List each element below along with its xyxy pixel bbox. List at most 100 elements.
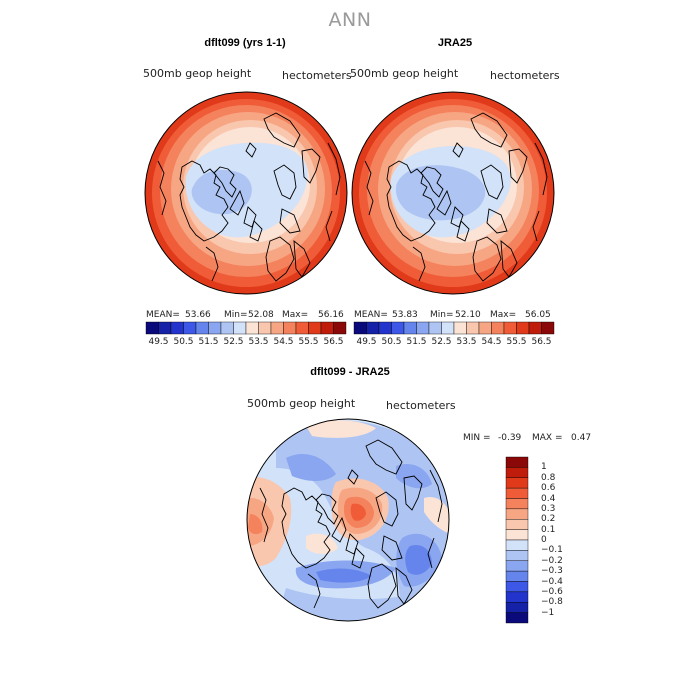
colorbar-tick-label: −0.3 (541, 566, 563, 577)
colorbar-tick-label: 52.5 (431, 337, 452, 347)
diff-colorbar (505, 456, 529, 624)
colorbar-swatch (378, 321, 392, 335)
panel1-mean-label: MEAN= (146, 310, 180, 320)
diff-title: dflt099 - JRA25 (310, 366, 390, 378)
coastlines (157, 112, 341, 282)
colorbar-tick-label: 0 (541, 535, 547, 545)
colorbar-tick-label: −0.2 (541, 555, 563, 566)
panel2-max-label: Max= (490, 310, 517, 320)
contour-band (306, 533, 338, 554)
colorbar-swatch (505, 539, 529, 551)
colorbar-swatch (295, 321, 309, 335)
colorbar-tick-label: 50.5 (381, 337, 402, 347)
colorbar-tick-label: −0.1 (541, 545, 563, 556)
colorbar-tick-label: −0.4 (541, 576, 563, 587)
colorbar-swatch (170, 321, 184, 335)
diff-min-label: MIN = (463, 433, 491, 443)
colorbar-tick-label: 0.3 (541, 503, 556, 514)
colorbar-swatch (466, 321, 480, 335)
colorbar-swatch (505, 612, 529, 624)
panel2-mean-value: 53.83 (392, 310, 418, 320)
colorbar-swatch (428, 321, 442, 335)
colorbar-swatch (505, 529, 529, 541)
colorbar-swatch (158, 321, 172, 335)
colorbar-swatch (505, 581, 529, 593)
colorbar-tick-label: 55.5 (506, 337, 527, 347)
colorbar-swatch (505, 487, 529, 499)
colorbar-swatch (208, 321, 222, 335)
colorbar-tick-label: 0.8 (541, 472, 556, 483)
diff-max-value: 0.47 (571, 433, 592, 443)
panel2-variable: 500mb geop height (350, 67, 459, 80)
colorbar-swatch (333, 321, 347, 335)
contour-band (191, 169, 252, 215)
colorbar-swatch (505, 591, 529, 603)
colorbar-swatch (441, 321, 455, 335)
panel2-mean-label: MEAN= (354, 310, 388, 320)
colorbar-tick-label: 54.5 (481, 337, 502, 347)
colorbar-tick-label: 51.5 (198, 337, 219, 347)
colorbar-swatch (183, 321, 197, 335)
map-boundary (351, 91, 555, 295)
colorbar-swatch (270, 321, 284, 335)
colorbar-tick-label: 52.5 (223, 337, 244, 347)
colorbar-swatch (505, 508, 529, 520)
colorbar-swatch (258, 321, 272, 335)
colorbar-swatch (505, 467, 529, 478)
colorbar-swatch (505, 570, 529, 582)
panel1-mean-value: 53.66 (185, 310, 211, 320)
contour-band (395, 165, 486, 221)
contour-band (306, 420, 376, 438)
contour-band (424, 497, 449, 534)
panel1-colorbar-labels: 49.5 50.5 51.5 52.5 53.5 54.5 55.5 56.5 (146, 337, 346, 349)
panel1-variable: 500mb geop height (143, 67, 252, 80)
colorbar-swatch (308, 321, 322, 335)
colorbar-swatch (320, 321, 334, 335)
map-boundary (246, 418, 450, 622)
colorbar-swatch (516, 321, 530, 335)
colorbar-tick-label: 54.5 (273, 337, 294, 347)
colorbar-swatch (528, 321, 542, 335)
colorbar-tick-label: 0.6 (541, 483, 556, 494)
colorbar-swatch (416, 321, 430, 335)
colorbar-swatch (195, 321, 209, 335)
panel2-max-value: 56.05 (525, 310, 551, 320)
colorbar-tick-label: −0.6 (541, 586, 563, 597)
colorbar-tick-label: 49.5 (148, 337, 169, 347)
contour-band (405, 544, 432, 575)
panel2-min-label: Min= (430, 310, 454, 320)
panel2-units: hectometers (490, 69, 560, 82)
panel2-colorbar-labels: 49.5 50.5 51.5 52.5 53.5 54.5 55.5 56.5 (354, 337, 554, 349)
diff-min-value: -0.39 (498, 433, 522, 443)
colorbar-swatch (353, 321, 367, 335)
colorbar-swatch (245, 321, 259, 335)
colorbar-tick-label: 49.5 (356, 337, 377, 347)
colorbar-swatch (491, 321, 505, 335)
panel1-min-label: Min= (224, 310, 248, 320)
colorbar-tick-label: 55.5 (298, 337, 319, 347)
panel1-title: dflt099 (yrs 1-1) (204, 37, 286, 49)
colorbar-tick-label: 56.5 (323, 337, 344, 347)
contour-band (316, 568, 372, 583)
panel1-max-value: 56.16 (318, 310, 344, 320)
contour-band (350, 503, 366, 521)
colorbar-swatch (233, 321, 247, 335)
panel2-title: JRA25 (437, 37, 473, 49)
contour-band (248, 514, 263, 535)
panel1-min-value: 52.08 (248, 310, 274, 320)
colorbar-swatch (503, 321, 517, 335)
colorbar-swatch (505, 519, 529, 530)
panel1-map (144, 91, 348, 295)
colorbar-swatch (505, 456, 529, 468)
colorbar-tick-label: 0.4 (541, 493, 556, 504)
colorbar-tick-label: 56.5 (531, 337, 552, 347)
colorbar-tick-label: −0.8 (541, 597, 563, 608)
colorbar-tick-label: −1 (541, 607, 555, 618)
colorbar-tick-label: 0.2 (541, 514, 556, 525)
colorbar-swatch (391, 321, 405, 335)
panel1-units: hectometers (282, 69, 352, 82)
colorbar-swatch (505, 550, 529, 561)
panel1-colorbar (145, 321, 347, 335)
colorbar-tick-label: 50.5 (173, 337, 194, 347)
contour-band (286, 453, 336, 481)
